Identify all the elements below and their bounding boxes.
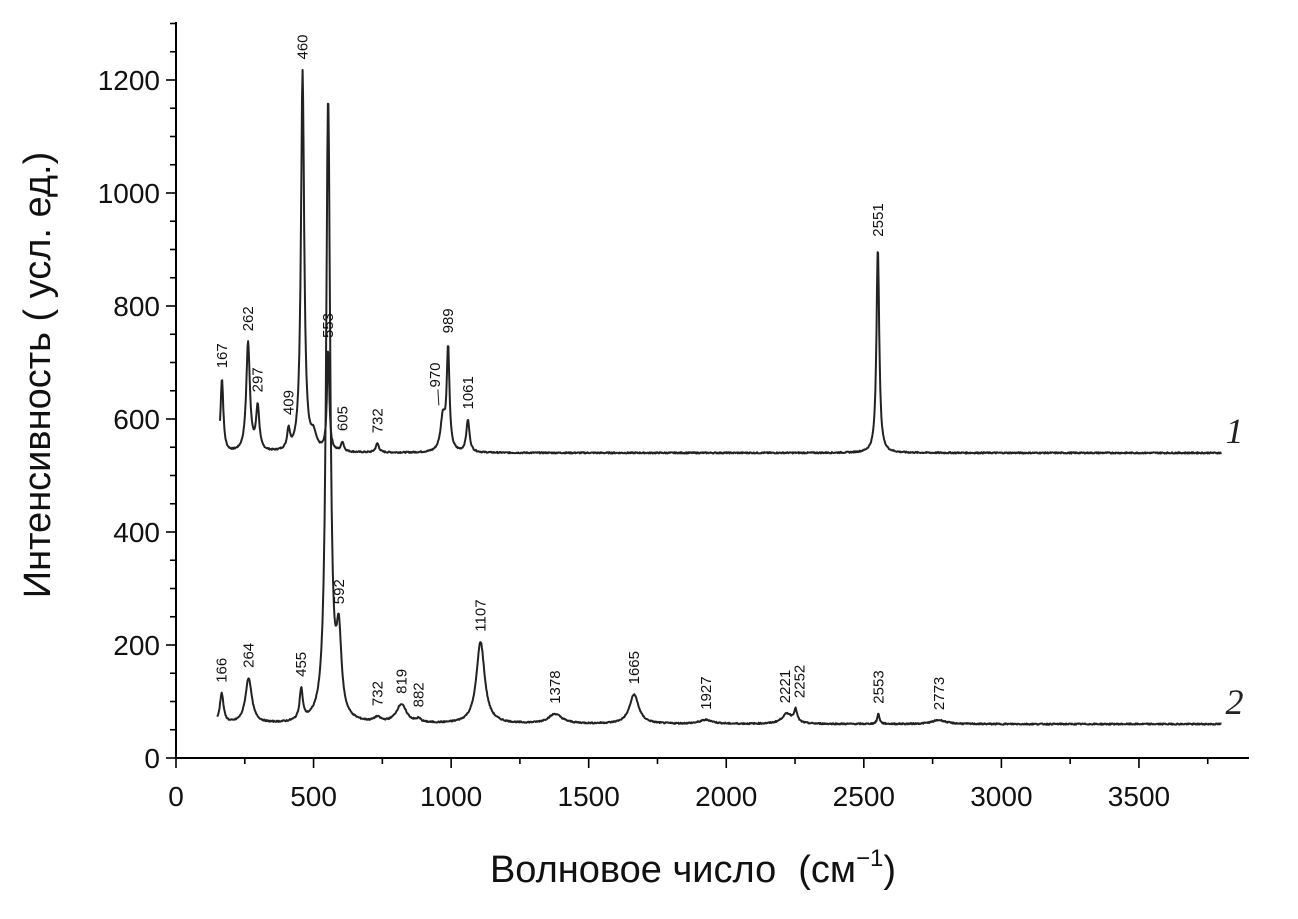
x-tick-label: 500 [290, 781, 337, 812]
peak-label: 2551 [870, 203, 887, 236]
peak-label: 819 [393, 669, 410, 694]
y-tick-label: 800 [113, 291, 160, 322]
peak-label: 732 [369, 408, 386, 433]
x-axis-title-sup: −1 [856, 845, 883, 872]
peak-label: 2773 [931, 677, 948, 710]
x-tick-label: 3000 [970, 781, 1032, 812]
axes: 0 200 400 600 800 1000 1200 0 500 1000 1500 2000 250… [98, 22, 1249, 812]
series-2-tag: 2 [1225, 682, 1243, 722]
y-axis-title: Интенсивность ( усл. ед.) [17, 152, 59, 598]
series-group: 12 [216, 69, 1243, 726]
peak-label: 1927 [698, 676, 715, 709]
peak-label: 1378 [547, 670, 564, 703]
peak-label: 264 [241, 643, 258, 668]
peak-label: 605 [335, 406, 352, 431]
peak-label: 2221 [777, 670, 794, 703]
peak-label: 1061 [460, 376, 477, 409]
y-tick-label: 200 [113, 630, 160, 661]
peak-label: 1107 [473, 599, 490, 631]
peak-label: 970 [427, 362, 444, 387]
y-tick-label: 600 [113, 404, 160, 435]
x-tick-label: 3500 [1108, 781, 1170, 812]
y-tick-label: 1000 [98, 178, 160, 209]
y-tick-label: 1200 [98, 65, 160, 96]
peak-label: 166 [214, 658, 231, 683]
x-axis-title: Волновое число (см−1) [490, 845, 896, 891]
series-1-line [219, 69, 1222, 455]
peak-leader-line [437, 389, 440, 406]
x-tick-label: 2500 [833, 781, 895, 812]
peak-label: 882 [411, 682, 428, 707]
x-axis-title-close: ) [883, 849, 896, 891]
y-tick-label: 400 [113, 517, 160, 548]
peak-label: 2553 [870, 670, 887, 703]
peak-labels: 167 262 297 409 460 553 605 732 970 989 1061 2551 16… [214, 34, 948, 710]
x-tick-label: 0 [168, 781, 184, 812]
x-axis-title-main: Волновое число [490, 849, 776, 891]
peak-label: 592 [331, 579, 348, 604]
x-tick-label: 2000 [695, 781, 757, 812]
peak-label: 989 [440, 308, 457, 333]
x-axis-title-unit: (см [798, 849, 856, 891]
y-tick-label: 0 [144, 743, 160, 774]
peak-label: 460 [295, 34, 312, 59]
x-tick-label: 1000 [420, 781, 482, 812]
peak-label: 409 [281, 390, 298, 415]
peak-label: 167 [214, 343, 231, 368]
peak-label: 455 [293, 652, 310, 677]
series-1-tag: 1 [1225, 411, 1243, 451]
peak-label: 732 [369, 681, 386, 706]
series-2-line [216, 102, 1222, 726]
peak-label: 1665 [626, 651, 643, 684]
peak-label: 262 [240, 306, 257, 331]
peak-label: 553 [320, 313, 337, 338]
peak-label: 297 [250, 367, 267, 392]
x-tick-label: 1500 [558, 781, 620, 812]
peak-label: 2252 [792, 665, 809, 698]
